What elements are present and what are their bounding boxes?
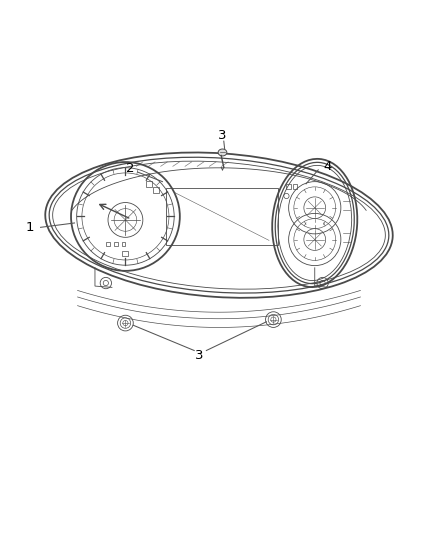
Bar <box>146 181 152 187</box>
Bar <box>106 241 110 246</box>
Bar <box>153 187 159 192</box>
Text: 4: 4 <box>324 160 332 173</box>
Bar <box>286 184 291 189</box>
Text: 2: 2 <box>126 162 134 175</box>
Text: 1: 1 <box>25 221 34 234</box>
Bar <box>114 241 117 246</box>
Ellipse shape <box>218 149 227 156</box>
Bar <box>121 241 125 246</box>
Text: 3: 3 <box>218 130 227 142</box>
Bar <box>293 184 297 189</box>
Text: 3: 3 <box>195 349 204 362</box>
Bar <box>122 251 128 256</box>
